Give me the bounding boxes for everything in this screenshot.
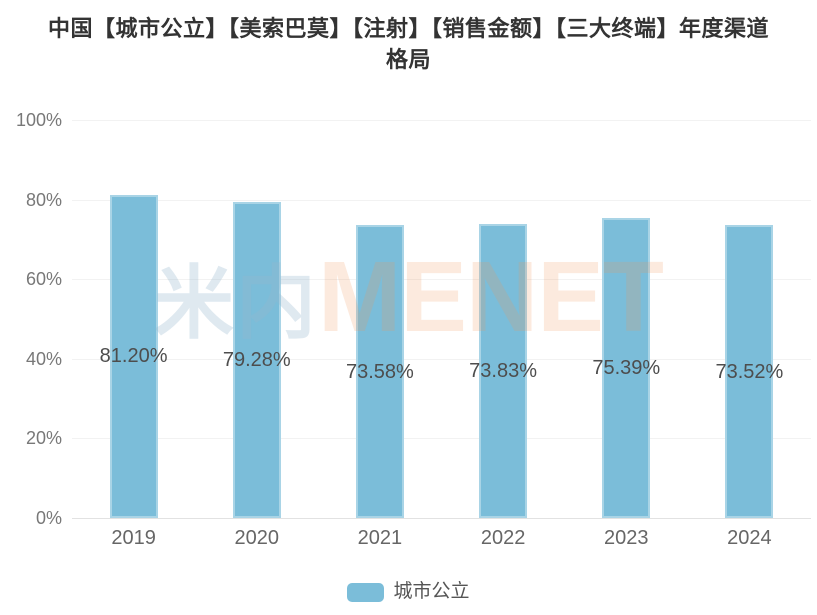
x-axis-line [72, 518, 811, 519]
bar-2023[interactable] [602, 217, 651, 518]
gridline [72, 120, 811, 121]
y-tick-label: 20% [25, 428, 62, 449]
x-tick-label-2019: 2019 [111, 527, 156, 549]
chart-title-line1: 中国【城市公立】【美索巴莫】【注射】【销售金额】【三大终端】年度渠道 [47, 16, 769, 41]
gridline [72, 199, 811, 201]
chart-title-line2: 格局 [385, 47, 431, 72]
y-tick-label: 80% [25, 189, 62, 210]
x-tick-label-2022: 2022 [480, 527, 526, 549]
bar-value-label: 73.58% [345, 360, 414, 383]
x-tick-label-2024: 2024 [727, 527, 772, 549]
legend-label[interactable]: 城市公立 [393, 581, 470, 602]
y-tick-label: 0% [35, 508, 62, 528]
bar-2021[interactable] [355, 225, 404, 518]
x-tick-label-2020: 2020 [234, 527, 280, 549]
bar-2022[interactable] [479, 224, 528, 518]
bar-value-label: 81.20% [99, 345, 168, 368]
bar-value-label: 75.39% [592, 356, 661, 379]
x-tick-label-2021: 2021 [357, 527, 403, 549]
legend-item-urban-public[interactable]: 城市公立 [347, 581, 470, 603]
bar-2024[interactable] [725, 225, 774, 518]
x-tick-label-2023: 2023 [604, 527, 649, 549]
bar-value-label: 73.52% [715, 360, 784, 383]
plot-area: 81.20% 79.28% 73.58% 73.83% 75.39% 73.52% [0, 120, 817, 518]
y-tick-label: 100% [15, 110, 62, 130]
chart-title: 中国【城市公立】【美索巴莫】【注射】【销售金额】【三大终端】年度渠道 格局 [0, 13, 817, 75]
bar-2020[interactable] [232, 202, 281, 518]
bar-2019[interactable] [109, 194, 158, 518]
gridline [72, 279, 811, 281]
y-tick-label: 60% [25, 269, 62, 290]
gridline [72, 358, 811, 360]
y-tick-label: 40% [25, 348, 62, 369]
legend: 城市公立 [0, 581, 817, 603]
bar-value-label: 79.28% [222, 349, 291, 372]
legend-swatch[interactable] [347, 582, 385, 602]
gridline [72, 438, 811, 440]
bar-value-label: 73.83% [469, 360, 537, 383]
